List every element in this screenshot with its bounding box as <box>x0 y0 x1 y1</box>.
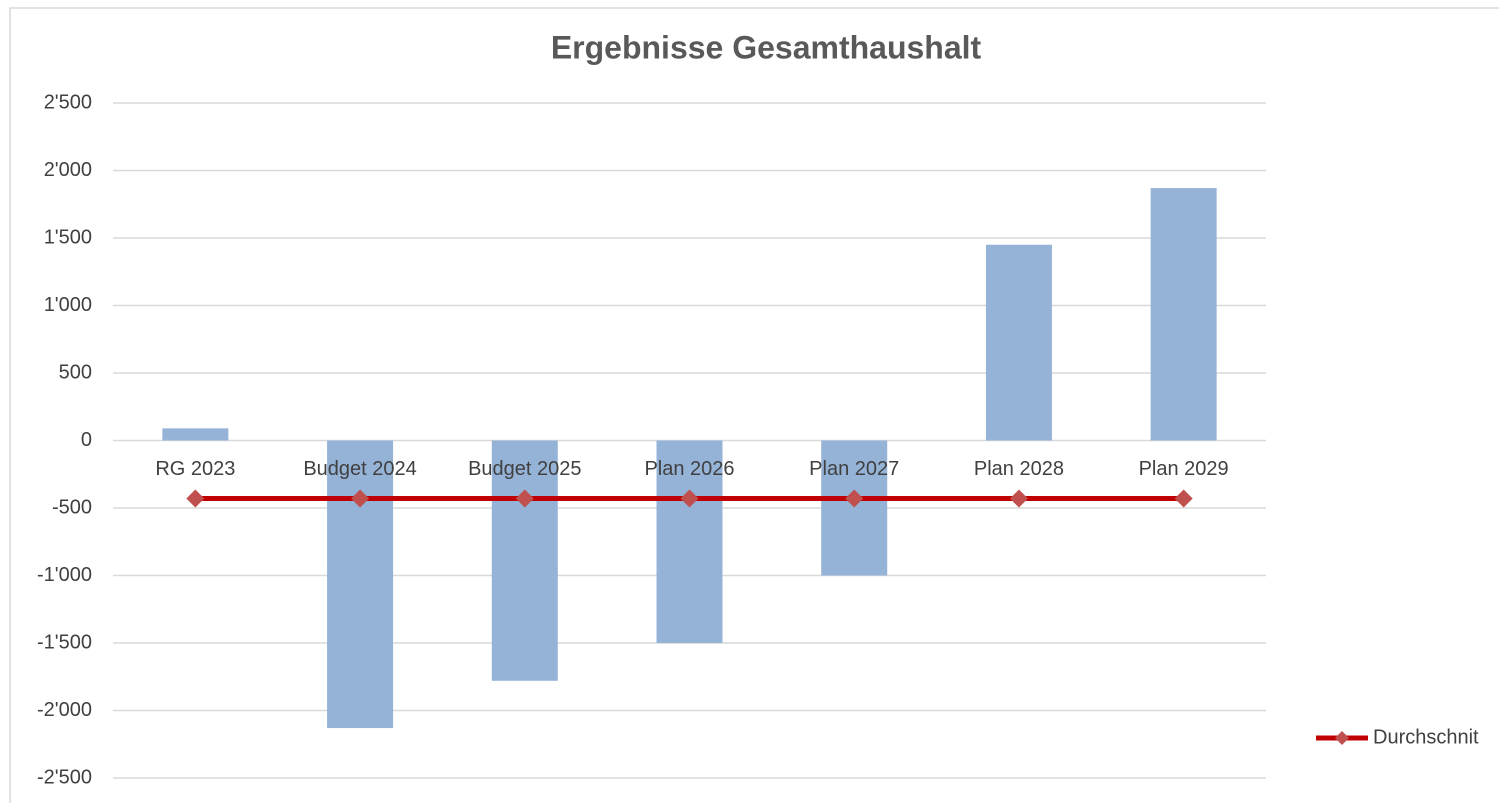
bar <box>821 440 888 576</box>
marker <box>680 489 699 508</box>
marker <box>845 489 864 508</box>
y-tick-label: 500 <box>59 361 92 383</box>
chart-border <box>9 7 1499 803</box>
y-tick-label: -1'500 <box>37 631 92 653</box>
y-tick-label: 1'000 <box>44 294 92 316</box>
y-tick-label: 2'000 <box>44 159 92 181</box>
bar <box>985 244 1052 441</box>
legend-marker <box>1335 731 1349 745</box>
marker <box>186 489 205 508</box>
x-tick-label: Budget 2024 <box>303 458 416 480</box>
y-tick-label: 0 <box>81 429 92 451</box>
x-tick-label: Plan 2026 <box>644 458 734 480</box>
marker <box>1009 489 1028 508</box>
bar <box>656 440 723 643</box>
bar <box>162 428 229 441</box>
y-tick-label: 1'500 <box>44 226 92 248</box>
bar <box>1150 188 1217 441</box>
chart-title: Ergebnisse Gesamthaushalt <box>551 29 982 65</box>
y-tick-label: -2'000 <box>37 699 92 721</box>
x-tick-label: Plan 2028 <box>974 458 1064 480</box>
bar <box>491 440 558 681</box>
bar <box>327 440 394 729</box>
y-tick-label: -500 <box>52 496 92 518</box>
y-tick-label: -2'500 <box>37 766 92 788</box>
x-tick-label: Plan 2029 <box>1139 458 1229 480</box>
x-tick-label: Budget 2025 <box>468 458 581 480</box>
y-tick-label: -1'000 <box>37 564 92 586</box>
y-tick-label: 2'500 <box>44 91 92 113</box>
x-tick-label: RG 2023 <box>155 458 235 480</box>
legend-label: Durchschnit <box>1373 726 1479 748</box>
marker <box>1174 489 1193 508</box>
marker <box>351 489 370 508</box>
marker <box>515 489 534 508</box>
x-tick-label: Plan 2027 <box>809 458 899 480</box>
